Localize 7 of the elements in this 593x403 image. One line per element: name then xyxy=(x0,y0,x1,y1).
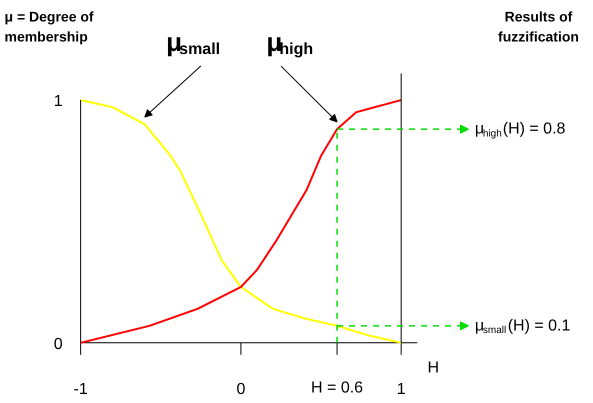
x-tick-label: -1 xyxy=(74,380,88,398)
x-tick-label: 0 xyxy=(236,380,246,398)
y-axis-title: μ = Degree of membership xyxy=(4,8,94,44)
x-axis-title: H xyxy=(427,359,440,376)
x-tick-label: 1 xyxy=(396,380,406,398)
annotation: Results of fuzzification xyxy=(498,8,579,44)
x-tick-label: H = 0.6 xyxy=(311,379,364,396)
